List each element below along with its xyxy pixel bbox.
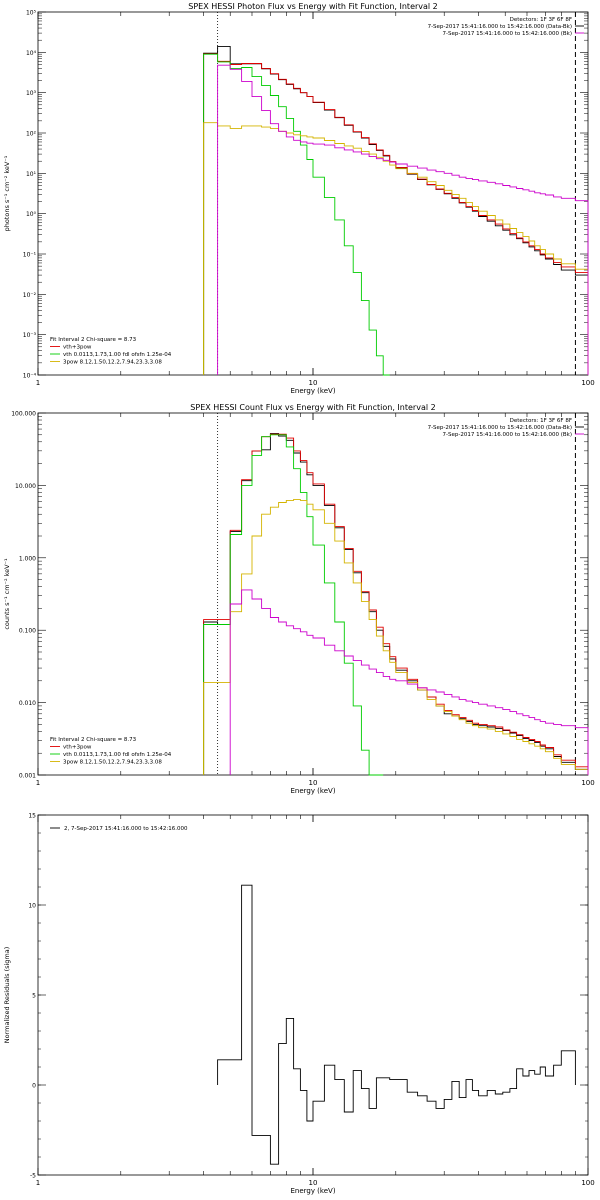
y-axis-label: counts s⁻¹ cm⁻² keV⁻¹ bbox=[3, 558, 11, 630]
legend-fit-entry: vth 0.0113,1.73,1.00 fdl ofsfn 1.25e-04 bbox=[63, 752, 172, 758]
y-tick-label: 10³ bbox=[26, 90, 37, 97]
series-vth-line bbox=[203, 434, 384, 776]
chart-panel-2: SPEX HESSI Count Flux vs Energy with Fit… bbox=[3, 403, 595, 795]
legend-top-entry: 7-Sep-2017 15:41:16.000 to 15:42:16.000 … bbox=[443, 31, 573, 37]
y-tick-label: -5 bbox=[30, 1173, 36, 1180]
x-axis-label: Energy (keV) bbox=[290, 1187, 335, 1195]
x-axis-label: Energy (keV) bbox=[290, 387, 335, 395]
x-tick-label: 100 bbox=[581, 1179, 594, 1187]
y-tick-label: 15 bbox=[28, 813, 36, 820]
x-tick-label: 1 bbox=[36, 1179, 40, 1187]
legend-fit-header: Fit Interval 2 Chi-square = 8.73 bbox=[50, 337, 137, 343]
y-tick-label: 10 bbox=[28, 903, 36, 910]
y-tick-label: 10⁻⁴ bbox=[23, 373, 37, 380]
x-tick-label: 10 bbox=[309, 379, 318, 387]
y-tick-label: 10.000 bbox=[15, 483, 36, 490]
x-tick-label: 100 bbox=[581, 779, 594, 787]
x-tick-label: 100 bbox=[581, 379, 594, 387]
series-bk-line bbox=[217, 64, 589, 375]
y-tick-label: 100.000 bbox=[11, 411, 36, 418]
y-tick-label: 10⁴ bbox=[26, 50, 37, 57]
chart-panel-3: 1 10 100 Energy (keV) -5 0 5 10 15 Normalized Res… bbox=[3, 813, 595, 1196]
y-axis-label: photons s⁻¹ cm⁻² keV⁻¹ bbox=[3, 155, 11, 231]
series-vth-3pow-line bbox=[203, 433, 589, 775]
legend-top-entry: 2, 7-Sep-2017 15:41:16.000 to 15:42:16.0… bbox=[64, 826, 188, 832]
plot-frame bbox=[37, 412, 589, 776]
legend-fit-entry: vth+3pow bbox=[63, 745, 92, 751]
legend-top-entry: Detectors: 1F 3F 6F 8F bbox=[510, 418, 572, 424]
y-tick-label: 10⁻¹ bbox=[23, 252, 37, 259]
y-tick-label: 10⁵ bbox=[26, 10, 37, 17]
x-axis-label: Energy (keV) bbox=[290, 787, 335, 795]
y-tick-label: 10⁻² bbox=[23, 292, 37, 299]
y-tick-label: 0.100 bbox=[19, 628, 36, 635]
y-axis-label: Normalized Residuals (sigma) bbox=[3, 947, 11, 1044]
legend-fit-entry: 3pow 8.12,1.50,12.2,7.94,23.3,3.08 bbox=[63, 360, 162, 366]
series-residuals-line bbox=[217, 884, 576, 1165]
series-3pow-line bbox=[203, 122, 589, 375]
legend-fit-entry: vth 0.0113,1.73,1.00 fdl ofsfn 1.25e-04 bbox=[63, 352, 172, 358]
legend-top-entry: 7-Sep-2017 15:41:16.000 to 15:42:16.000 … bbox=[443, 432, 573, 438]
y-tick-label: 10² bbox=[26, 131, 37, 138]
legend-top-entry: Detectors: 1F 3F 6F 8F bbox=[510, 17, 572, 23]
y-tick-label: 10⁰ bbox=[26, 211, 37, 218]
y-tick-label: 5 bbox=[32, 993, 36, 1000]
x-tick-label: 10 bbox=[309, 779, 318, 787]
legend-top-entry: 7-Sep-2017 15:41:16.000 to 15:42:16.000 … bbox=[428, 425, 572, 431]
y-tick-label: 0.010 bbox=[19, 700, 36, 707]
legend-fit-header: Fit Interval 2 Chi-square = 8.73 bbox=[50, 737, 137, 743]
y-tick-label: 0.001 bbox=[19, 773, 36, 780]
chart-title: SPEX HESSI Count Flux vs Energy with Fit… bbox=[190, 403, 435, 412]
series-vth-line bbox=[203, 53, 390, 376]
legend-top-entry: 7-Sep-2017 15:41:16.000 to 15:42:16.000 … bbox=[428, 24, 572, 30]
y-tick-label: 10⁻³ bbox=[23, 332, 37, 339]
legend-fit-entry: 3pow 8.12,1.50,12.2,7.94,23.3,3.08 bbox=[63, 760, 162, 766]
y-tick-label: 0 bbox=[32, 1083, 36, 1090]
x-tick-label: 10 bbox=[309, 1179, 318, 1187]
plot-frame bbox=[37, 11, 589, 376]
legend-fit-entry: vth+3pow bbox=[63, 345, 92, 351]
series-data-bk-line bbox=[203, 45, 589, 375]
x-tick-label: 1 bbox=[36, 779, 40, 787]
x-tick-label: 1 bbox=[36, 379, 40, 387]
series-bk-line bbox=[229, 589, 589, 775]
chart-panel-1: SPEX HESSI Photon Flux vs Energy with Fi… bbox=[3, 2, 595, 395]
chart-title: SPEX HESSI Photon Flux vs Energy with Fi… bbox=[188, 2, 438, 11]
y-tick-label: 10¹ bbox=[26, 171, 37, 178]
y-tick-label: 1.000 bbox=[19, 555, 36, 562]
series-3pow-line bbox=[203, 498, 589, 775]
